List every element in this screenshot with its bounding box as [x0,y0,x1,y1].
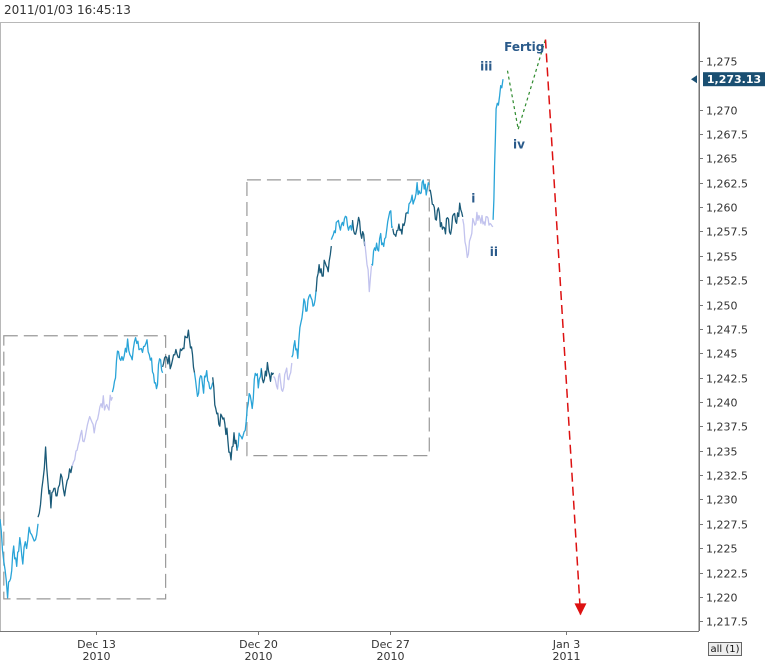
y-tick-label: 1,257.5 [706,226,748,239]
price-segment [71,394,114,467]
x-tick-year: 2010 [245,650,273,663]
green-projection-line [506,70,519,130]
y-tick-label: 1,252.5 [706,275,748,288]
range-all-button[interactable]: all (1) [708,642,742,656]
wave-label-i: i [471,191,475,205]
y-tick-label: 1,217.5 [706,616,748,629]
y-tick-label: 1,222.5 [706,568,748,581]
price-series [0,79,504,599]
price-segment [351,216,366,247]
y-tick-label: 1,230 [706,494,738,507]
price-segment [273,362,293,392]
y-tick-label: 1,225 [706,543,738,556]
price-segment [37,446,73,518]
y-tick-label: 1,255 [706,251,738,264]
chart-timestamp: 2011/01/03 16:45:13 [4,3,131,17]
x-tick-label: Dec 20 [239,638,278,651]
last-price-pointer [691,75,697,84]
price-segment [291,289,317,359]
y-tick-label: 1,262.5 [706,178,748,191]
axes: 1,217.5 1,220 1,222.5 1,225 1,227.5 1,230 1,23… [0,22,765,663]
y-tick-label: 1,247.5 [706,324,748,337]
price-segment [407,179,430,215]
y-tick-label: 1,245 [706,348,738,361]
y-tick-label: 1,242.5 [706,373,748,386]
y-tick-label: 1,227.5 [706,519,748,532]
price-segment [212,377,238,461]
x-tick-label: Dec 27 [371,638,410,651]
price-segment [429,189,464,235]
y-tick-label: 1,250 [706,300,738,313]
wave-label-iii: iii [480,60,492,74]
x-tick-year: 2010 [83,650,111,663]
wave-box [3,335,167,600]
red-projection-line [544,39,582,615]
plot-frame [0,22,699,632]
price-segment [161,329,196,373]
wave-label-ii: ii [490,245,498,259]
price-segment [236,367,263,450]
chart-grid [0,22,699,632]
price-segment [0,519,39,599]
y-tick-label: 1,267.5 [706,129,748,142]
price-segment [364,241,373,293]
wave-label-fertig: Fertig [504,40,544,54]
y-tick-label: 1,237.5 [706,421,748,434]
price-segment [111,337,164,393]
price-segment [260,361,275,384]
red-arrow-head [574,603,587,616]
x-tick-year: 2011 [553,650,581,663]
price-segment [315,246,332,292]
x-tick-label: Dec 13 [77,638,116,651]
last-price-label: 1,273.13 [707,73,761,86]
price-segment [193,370,214,398]
price-segment [330,215,354,240]
price-segment [462,211,494,259]
price-segment [392,211,409,237]
projection-lines [506,39,587,616]
y-tick-label: 1,235 [706,446,738,459]
wave-box [246,179,430,457]
y-tick-label: 1,260 [706,202,738,215]
price-segment [371,210,394,266]
y-tick-label: 1,240 [706,397,738,410]
y-tick-label: 1,220 [706,592,738,605]
last-price-tag [703,72,765,87]
x-tick-label: Jan 3 [552,638,580,651]
wave-label-iv: iv [513,138,525,152]
y-tick-label: 1,270 [706,105,738,118]
y-tick-label: 1,265 [706,153,738,166]
y-tick-label: 1,232.5 [706,470,748,483]
green-projection-line [517,39,547,130]
x-tick-year: 2010 [377,650,405,663]
price-segment [492,79,504,220]
wave-boxes [3,179,430,600]
y-tick-label: 1,275 [706,56,738,69]
